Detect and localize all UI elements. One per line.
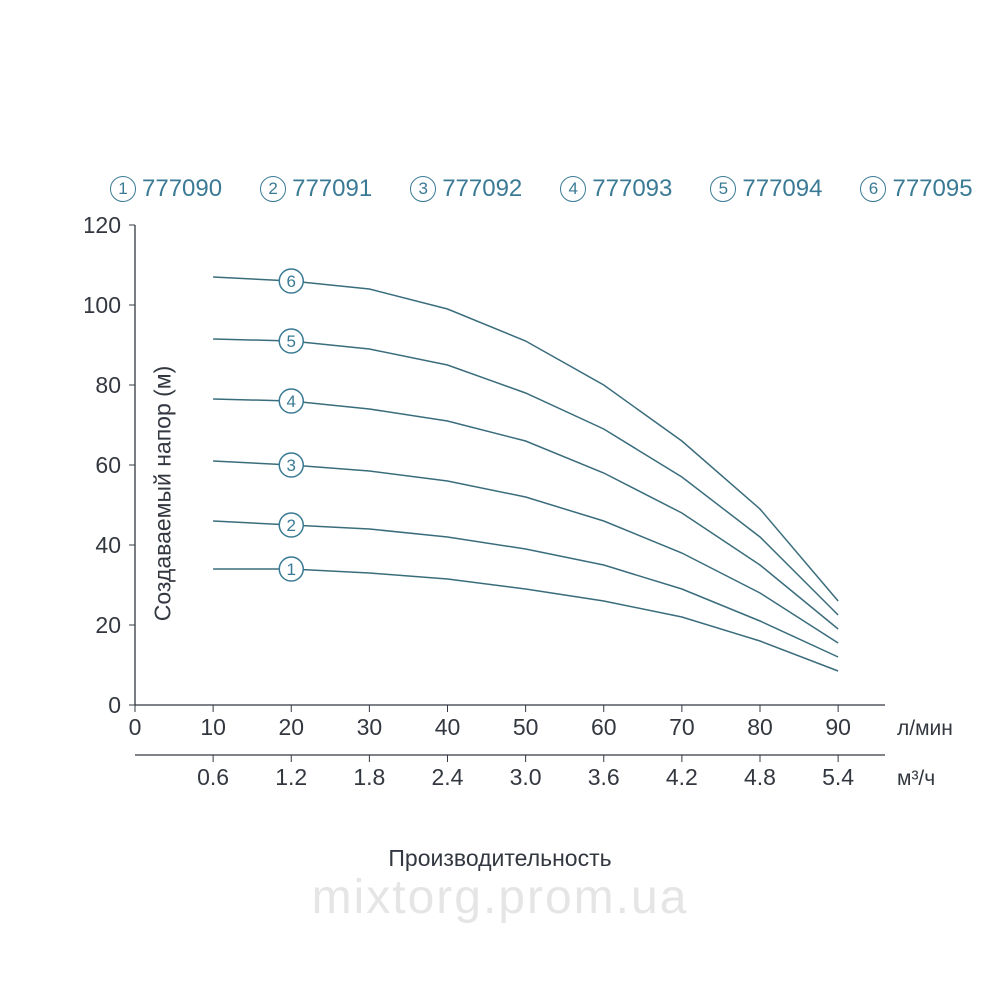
svg-text:10: 10: [200, 714, 226, 740]
svg-text:100: 100: [85, 292, 121, 318]
svg-text:40: 40: [435, 714, 461, 740]
svg-text:60: 60: [95, 452, 121, 478]
legend-label: 777090: [142, 175, 222, 203]
svg-text:5: 5: [287, 332, 296, 351]
svg-text:4.8: 4.8: [744, 764, 776, 790]
legend-circle-1: 1: [110, 176, 136, 202]
legend-circle-4: 4: [560, 176, 586, 202]
svg-text:80: 80: [747, 714, 773, 740]
svg-text:0.6: 0.6: [197, 764, 229, 790]
svg-text:30: 30: [357, 714, 383, 740]
legend-circle-3: 3: [410, 176, 436, 202]
svg-text:20: 20: [95, 612, 121, 638]
legend-item-2: 2 777091: [260, 175, 372, 203]
svg-text:5.4: 5.4: [822, 764, 854, 790]
svg-text:2: 2: [287, 516, 296, 535]
legend-item-6: 6 777095: [860, 175, 972, 203]
svg-text:м³/ч: м³/ч: [897, 767, 935, 790]
svg-text:1: 1: [287, 560, 296, 579]
svg-text:120: 120: [85, 215, 121, 238]
svg-text:90: 90: [825, 714, 851, 740]
svg-text:3.6: 3.6: [588, 764, 620, 790]
svg-text:0: 0: [129, 714, 142, 740]
legend-label: 777093: [592, 175, 672, 203]
legend-item-1: 1 777090: [110, 175, 222, 203]
svg-text:80: 80: [95, 372, 121, 398]
legend-item-3: 3 777092: [410, 175, 522, 203]
svg-text:л/мин: л/мин: [897, 717, 953, 740]
x-axis-label: Производительность: [0, 845, 1000, 872]
pump-performance-chart: 0 20 40 60 80 100 120 0 10 20 30 40 50 60 70 80 90 л/мин 0…: [85, 215, 965, 825]
svg-text:20: 20: [278, 714, 304, 740]
svg-text:0: 0: [108, 692, 121, 718]
svg-text:50: 50: [513, 714, 539, 740]
legend-item-5: 5 777094: [710, 175, 822, 203]
legend-label: 777091: [292, 175, 372, 203]
svg-text:6: 6: [287, 272, 296, 291]
svg-text:3.0: 3.0: [510, 764, 542, 790]
svg-text:40: 40: [95, 532, 121, 558]
legend-label: 777092: [442, 175, 522, 203]
watermark-text: mixtorg.prom.ua: [0, 870, 1000, 925]
legend-circle-2: 2: [260, 176, 286, 202]
svg-text:4.2: 4.2: [666, 764, 698, 790]
chart-legend: 1 777090 2 777091 3 777092 4 777093 5 77…: [110, 175, 973, 203]
svg-text:70: 70: [669, 714, 695, 740]
svg-text:1.8: 1.8: [353, 764, 385, 790]
legend-circle-6: 6: [860, 176, 886, 202]
svg-text:4: 4: [287, 392, 296, 411]
legend-label: 777095: [892, 175, 972, 203]
svg-text:3: 3: [287, 456, 296, 475]
legend-label: 777094: [742, 175, 822, 203]
svg-text:1.2: 1.2: [275, 764, 307, 790]
legend-circle-5: 5: [710, 176, 736, 202]
svg-text:60: 60: [591, 714, 617, 740]
legend-item-4: 4 777093: [560, 175, 672, 203]
svg-text:2.4: 2.4: [432, 764, 464, 790]
